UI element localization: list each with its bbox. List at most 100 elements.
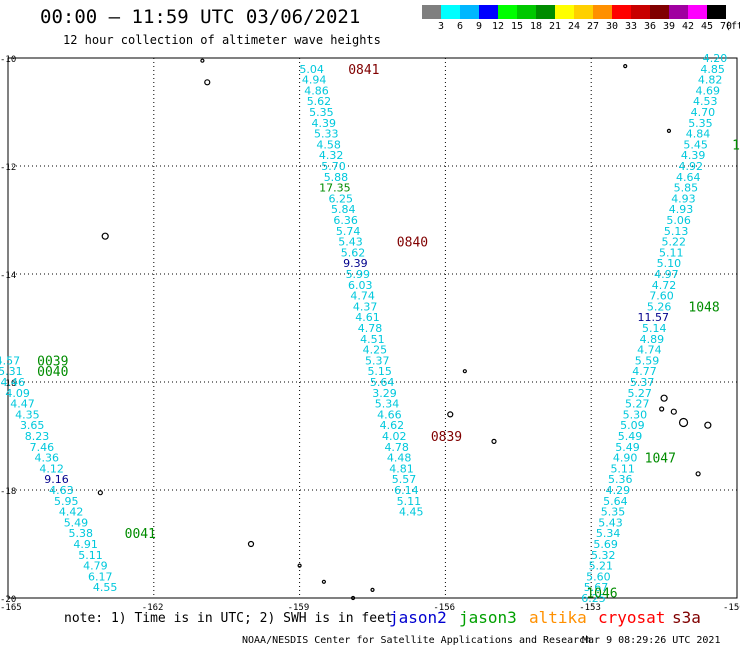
color-bin-label: 45: [700, 21, 714, 32]
swh-value: 5.11: [397, 495, 422, 508]
swh-value: 4.97: [654, 268, 679, 281]
color-bin-label: 12: [491, 21, 505, 32]
swh-value: 5.15: [367, 365, 392, 378]
swh-value: 7.46: [30, 441, 55, 454]
swh-value: 5.62: [307, 95, 332, 108]
island-outline: [670, 408, 677, 415]
swh-value: 4.39: [312, 117, 337, 130]
swh-value: 5.37: [365, 354, 390, 367]
swh-value: 4.46: [1, 376, 26, 389]
swh-value: 5.11: [610, 462, 635, 475]
color-bin-33: [612, 5, 631, 19]
lat-tick-label: -10: [0, 55, 16, 65]
lat-tick-label: -14: [0, 271, 16, 281]
swh-value: 4.48: [387, 452, 412, 465]
swh-value: 4.32: [319, 149, 344, 162]
swh-value: 4.35: [15, 408, 40, 421]
swh-value: 4.53: [693, 95, 718, 108]
color-bin-label: 6: [456, 21, 464, 32]
color-bin-label: 27: [586, 21, 600, 32]
swh-value: 4.45: [399, 506, 424, 519]
pass-time-label: 0841: [348, 63, 379, 78]
swh-value: 6.14: [394, 484, 419, 497]
swh-value: 5.22: [661, 236, 686, 249]
swh-value: 4.77: [632, 365, 657, 378]
swh-value: 8.23: [25, 430, 50, 443]
color-bin-6: [441, 5, 460, 19]
swh-value: 4.78: [384, 441, 409, 454]
swh-value: 5.21: [589, 560, 614, 573]
swh-value: 4.29: [606, 484, 631, 497]
swh-value: 4.51: [360, 333, 385, 346]
swh-value: 5.45: [683, 138, 708, 151]
island-outline: [623, 63, 628, 69]
lon-tick-label: -162: [142, 603, 164, 613]
swh-value: 5.34: [375, 398, 400, 411]
island-outline: [101, 232, 109, 240]
swh-value: 4.62: [380, 419, 405, 432]
swh-value: 4.66: [377, 408, 402, 421]
color-bin-label: 3: [437, 21, 445, 32]
swh-value: 4.57: [0, 354, 20, 367]
swh-value: 4.89: [640, 333, 665, 346]
swh-value: 3.29: [372, 387, 397, 400]
swh-value: 5.84: [331, 203, 356, 216]
swh-value: 4.85: [700, 63, 725, 76]
island-outline: [678, 417, 689, 428]
color-bin-label: 24: [567, 21, 581, 32]
color-bin-label: 33: [624, 21, 638, 32]
pass-time-label: 0041: [125, 527, 156, 542]
swh-value: 4.93: [671, 192, 696, 205]
island-outline: [659, 406, 665, 412]
swh-value: 4.81: [389, 462, 414, 475]
swh-value: 5.13: [664, 225, 689, 238]
swh-value: 6.03: [348, 279, 373, 292]
lon-tick-label: -165: [0, 603, 22, 613]
swh-value: 4.69: [695, 84, 720, 97]
island-outline: [491, 438, 497, 444]
swh-value: 4.39: [681, 149, 706, 162]
swh-value: 3.65: [20, 419, 45, 432]
swh-value: 4.61: [355, 311, 380, 324]
swh-value: 4.74: [637, 344, 662, 357]
swh-value: 5.43: [338, 236, 363, 249]
color-bin-label: 42: [681, 21, 695, 32]
island-outline: [666, 128, 672, 133]
swh-value: 4.25: [363, 344, 388, 357]
swh-value: 4.36: [35, 452, 60, 465]
color-bin-27: [574, 5, 593, 19]
lon-tick-label: -153: [579, 603, 601, 613]
island-outline: [97, 490, 103, 496]
footer-note: note: 1) Time is in UTC; 2) SWH is in fe…: [64, 611, 393, 626]
swh-value: 4.02: [382, 430, 407, 443]
swh-value: 5.70: [321, 160, 346, 173]
swh-value: 5.32: [591, 549, 616, 562]
swh-value: 5.35: [309, 106, 334, 119]
swh-value: 4.63: [49, 484, 74, 497]
swh-value: 5.62: [341, 246, 366, 259]
swh-value: 5.64: [370, 376, 395, 389]
lat-tick-label: -20: [0, 595, 16, 605]
island-outline: [247, 540, 255, 548]
swh-value: 5.88: [324, 171, 349, 184]
swh-value: 6.25: [581, 592, 606, 605]
legend-s3a: s3a: [672, 608, 701, 627]
lat-tick-label: -12: [0, 163, 16, 173]
swh-value: 5.35: [688, 117, 713, 130]
swh-value: 4.64: [676, 171, 701, 184]
island-outline: [660, 394, 668, 402]
swh-value: 5.59: [635, 354, 660, 367]
swh-value: 4.09: [5, 387, 30, 400]
swh-value: 6.36: [333, 214, 358, 227]
color-bin-label: 9: [475, 21, 483, 32]
pass-time-label: 10: [732, 138, 740, 153]
swh-value: 5.35: [601, 506, 626, 519]
color-bin-9: [460, 5, 479, 19]
swh-value: 5.95: [54, 495, 79, 508]
color-bin-45: [688, 5, 707, 19]
swh-value: 5.69: [593, 538, 618, 551]
island-outline: [204, 79, 211, 86]
color-bin-42: [669, 5, 688, 19]
color-bin-15: [498, 5, 517, 19]
